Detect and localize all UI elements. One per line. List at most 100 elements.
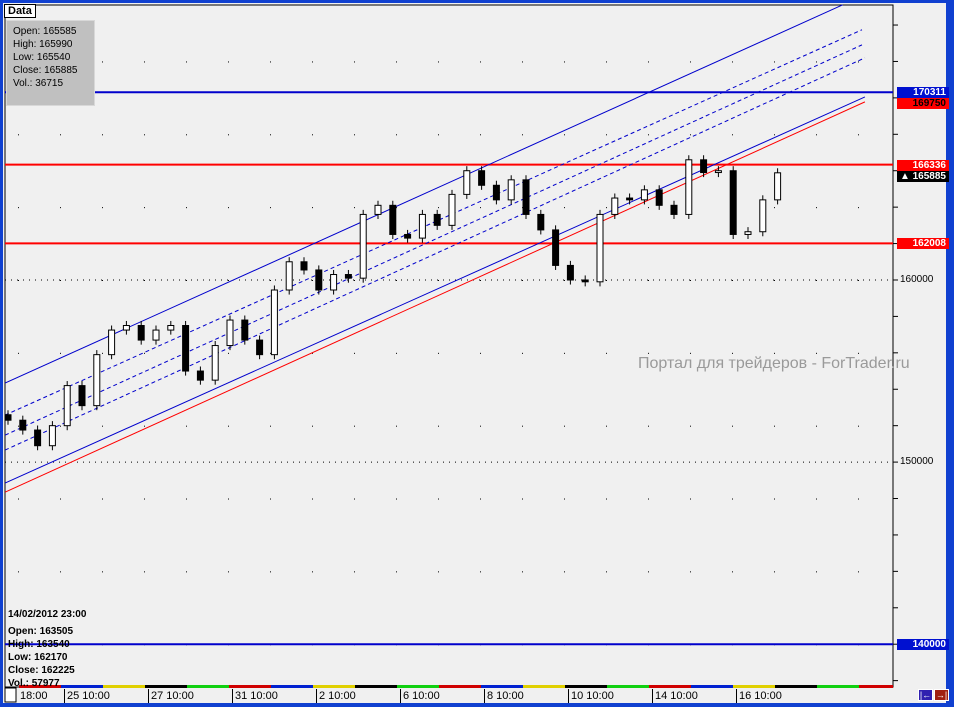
price-tag-current: ▲ 165885 [897, 170, 949, 182]
candle-body [566, 264, 574, 281]
session-bar [817, 685, 859, 688]
grid-dot [606, 571, 607, 573]
grid-dot [60, 207, 61, 209]
x-tick-label: 31 10:00 [232, 689, 278, 703]
grid-dot [312, 571, 313, 573]
grid-dot [144, 134, 145, 136]
price-tag-label: 169750 [912, 98, 946, 110]
grid-dot [480, 498, 481, 500]
session-bar [313, 685, 355, 688]
grid-dot [858, 571, 859, 573]
grid-dot [606, 352, 607, 354]
grid-dot [228, 61, 229, 63]
grid-dot [438, 498, 439, 500]
price-tag-169750: 169750 [897, 98, 949, 110]
grid-dot [606, 134, 607, 136]
grid-dot [396, 571, 397, 573]
grid-dot [480, 425, 481, 427]
grid-dot [312, 352, 313, 354]
candle-body [4, 414, 12, 421]
candle-body [19, 419, 27, 431]
candle-body [167, 325, 175, 331]
grid-dot [732, 498, 733, 500]
candle-body [744, 231, 752, 235]
grid-dot [396, 279, 397, 281]
grid-dot [18, 279, 19, 281]
data-tab[interactable]: Data [4, 4, 36, 18]
ohlc-tooltip: Open: 165585 High: 165990 Low: 165540 Cl… [6, 20, 95, 106]
plot-area [4, 4, 894, 688]
scroll-right-icon: →| [935, 690, 948, 700]
session-bar [481, 685, 523, 688]
bar-open: Open: 163505 [8, 626, 74, 637]
candle-body [478, 170, 486, 186]
candle-body [759, 199, 767, 233]
trendline [4, 4, 843, 384]
grid-dot [354, 498, 355, 500]
grid-dot [732, 571, 733, 573]
grid-dot [228, 352, 229, 354]
candle-body [433, 213, 441, 226]
scrollbar-thumb [4, 687, 17, 703]
session-bar [607, 685, 649, 688]
grid-dot [144, 61, 145, 63]
candle-body [729, 170, 737, 235]
candle-body [108, 329, 116, 356]
grid-dot [648, 571, 649, 573]
grid-dot [522, 571, 523, 573]
grid-dot [774, 279, 775, 281]
session-bar [271, 685, 313, 688]
candle-body [241, 319, 249, 341]
session-bar [103, 685, 145, 688]
candle-body [122, 325, 130, 331]
candle-body [552, 229, 560, 266]
grid-dot [858, 279, 859, 281]
grid-dot [270, 279, 271, 281]
window-border [946, 0, 954, 707]
grid-dot [396, 207, 397, 209]
grid-dot [564, 279, 565, 281]
grid-dot [270, 425, 271, 427]
grid-dot [354, 207, 355, 209]
grid-dot [816, 425, 817, 427]
session-bar [229, 685, 271, 688]
candle-body [626, 197, 634, 201]
candle-body [196, 370, 204, 381]
grid-dot [858, 207, 859, 209]
grid-dot [354, 571, 355, 573]
grid-dot [396, 498, 397, 500]
candle-body [418, 213, 426, 239]
grid-dot [648, 425, 649, 427]
x-tick-label: 18:00 [20, 690, 48, 702]
grid-dot [312, 134, 313, 136]
grid-dot [774, 134, 775, 136]
grid-dot [774, 571, 775, 573]
grid-dot [228, 498, 229, 500]
candle-body [448, 193, 456, 226]
candle-body [507, 179, 515, 201]
scroll-left-button[interactable]: |← [918, 689, 933, 701]
scroll-right-button[interactable]: →| [934, 689, 949, 701]
grid-dot [732, 134, 733, 136]
grid-dot [606, 425, 607, 427]
grid-dot [606, 61, 607, 63]
candle-body [359, 213, 367, 279]
grid-dot [102, 425, 103, 427]
candle-body [256, 339, 264, 356]
price-tag-166336: 166336 [897, 159, 949, 171]
candle-body [492, 184, 500, 201]
grid-dot [60, 279, 61, 281]
candle-body [93, 354, 101, 407]
candle-body [285, 261, 293, 291]
grid-dot [186, 425, 187, 427]
grid-dot [144, 425, 145, 427]
candle-body [774, 172, 782, 201]
tooltip-close: Close: 165885 [13, 65, 78, 76]
grid-dot [270, 571, 271, 573]
grid-dot [102, 352, 103, 354]
grid-dot [690, 352, 691, 354]
session-bar [439, 685, 481, 688]
grid-dot [270, 134, 271, 136]
candle-body [581, 279, 589, 283]
